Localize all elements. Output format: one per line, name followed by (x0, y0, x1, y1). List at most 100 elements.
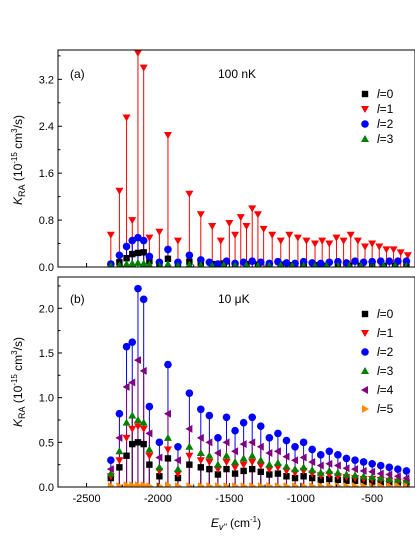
panel-b-point-l=1 (265, 466, 274, 474)
panel-b-point-l=5 (186, 482, 194, 487)
panel-b-point-l=3 (393, 475, 402, 483)
panel-b-point-l=2 (299, 438, 308, 447)
panel-b-point-l=1 (239, 461, 248, 469)
panel-a-point-l=1 (318, 237, 327, 245)
panel-a-point-l=2 (197, 256, 205, 264)
panel-a-legend-marker-l=2 (361, 120, 369, 128)
panel-b-point-l=2 (368, 459, 376, 468)
panel-b-point-l=2 (134, 284, 142, 293)
panel-b-point-l=4 (385, 470, 393, 479)
panel-a-point-l=3 (346, 261, 353, 267)
panel-b-point-l=4 (122, 382, 130, 391)
panel-b-point-l=5 (134, 481, 142, 487)
panel-b-point-l=2 (385, 463, 394, 472)
panel-b-point-l=0 (249, 465, 256, 473)
panel-b-point-l=0 (206, 465, 213, 473)
panel-b-point-l=5 (343, 482, 351, 487)
panel-b-legend-marker-l=4 (361, 386, 368, 394)
panel-b-legend-marker-l=5 (362, 405, 369, 413)
panel-b-point-l=2 (316, 451, 325, 459)
panel-b-point-l=4 (196, 433, 204, 442)
panel-a-point-l=3 (107, 261, 114, 267)
panel-b-point-l=4 (128, 378, 136, 387)
panel-b-legend-marker-l=1 (361, 330, 369, 337)
panel-a-point-l=3 (209, 261, 216, 267)
panel-b-point-l=3 (139, 418, 148, 426)
panel-b-point-l=3 (351, 471, 360, 479)
panel-b-point-l=5 (174, 482, 182, 487)
panel-b-point-l=3 (231, 457, 240, 465)
panel-a-plot-area (86, 50, 412, 267)
panel-a-point-l=3 (289, 261, 296, 267)
panel-b-point-l=0 (231, 470, 239, 477)
panel-a-point-l=2 (402, 257, 411, 265)
panel-b-point-l=5 (283, 482, 291, 487)
panel-b-point-l=2 (265, 434, 274, 442)
panel-b-point-l=2 (222, 413, 231, 422)
panel-a-point-l=2 (248, 257, 257, 265)
panel-b-point-l=3 (359, 472, 368, 480)
panel-b-legend: l=0 l=1 l=2 l=3 l=4 l=5 (361, 307, 394, 416)
panel-a-point-l=1 (361, 243, 370, 251)
panel-b-legend-label: l=3 (377, 364, 394, 378)
panel-b-point-l=3 (133, 415, 142, 423)
panel-b-point-l=5 (317, 482, 325, 487)
panel-a-point-l=3 (392, 261, 398, 267)
panel-a-point-l=2 (134, 233, 142, 242)
panel-a-point-l=3 (116, 261, 123, 267)
panel-b-point-l=2 (197, 405, 205, 414)
panel-a-point-l=1 (216, 237, 225, 245)
panel-b-point-l=5 (123, 481, 131, 487)
panel-a-point-l=2 (282, 259, 291, 267)
panel-b-point-l=5 (116, 482, 124, 487)
panel-b-point-l=2 (334, 451, 342, 459)
panel-b-point-l=1 (115, 457, 124, 465)
panel-b-frame (57, 276, 415, 488)
panel-a-point-l=3 (312, 261, 318, 267)
panel-b-point-l=0 (240, 467, 247, 475)
panel-a-point-l=1 (115, 187, 124, 195)
panel-b-point-l=3 (248, 451, 257, 459)
panel-b-point-l=0 (300, 473, 307, 480)
panel-b-x-tick-label: -2500 (72, 493, 100, 505)
panel-b-point-l=0 (326, 475, 333, 483)
panel-b-point-l=0 (123, 452, 130, 459)
panel-b-label: (b) (70, 292, 85, 306)
panel-b-point-l=3 (273, 458, 282, 466)
panel-a-point-l=1 (163, 132, 172, 140)
panel-b-point-l=1 (145, 452, 154, 460)
panel-a-label: (a) (70, 67, 85, 81)
panel-b-point-l=3 (385, 474, 394, 482)
panel-b-point-l=4 (299, 453, 307, 462)
panel-b-point-l=3 (299, 463, 308, 471)
panel-b-point-l=3 (282, 462, 291, 470)
panel-b-point-l=0 (223, 465, 230, 473)
panel-a-point-l=1 (128, 217, 137, 225)
panel-a-point-l=0 (164, 255, 172, 262)
panel-b-point-l=0 (174, 474, 182, 482)
panel-a-point-l=1 (293, 234, 302, 242)
panel-a-point-l=1 (332, 234, 341, 242)
panel-b-point-l=4 (173, 456, 181, 465)
panel-b-point-l=5 (146, 482, 154, 487)
panel-a-point-l=1 (242, 222, 251, 230)
panel-b-point-l=0 (317, 476, 324, 484)
panel-a-y-axis-title: KRA (10-15 cm3/s) (10, 115, 27, 205)
panel-a-point-l=1 (368, 240, 377, 248)
panel-b-point-l=4 (145, 429, 153, 438)
panel-b-point-l=4 (163, 409, 171, 418)
panel-b-point-l=3 (122, 418, 131, 426)
panel-a-point-l=3 (185, 260, 194, 267)
panel-b-point-l=2 (394, 465, 402, 473)
panel-b-point-l=5 (300, 482, 308, 487)
panel-b-point-l=5 (129, 481, 137, 487)
panel-b-point-l=1 (133, 423, 142, 431)
panel-a-point-l=1 (185, 190, 194, 198)
panel-a-point-l=1 (302, 237, 311, 245)
panel-b-point-l=3 (128, 411, 137, 419)
panel-b-point-l=3 (368, 473, 377, 481)
panel-a-point-l=3 (254, 261, 261, 267)
panel-b-point-l=1 (196, 457, 205, 465)
panel-a-point-l=3 (300, 261, 307, 267)
panel-b-point-l=3 (376, 474, 385, 482)
